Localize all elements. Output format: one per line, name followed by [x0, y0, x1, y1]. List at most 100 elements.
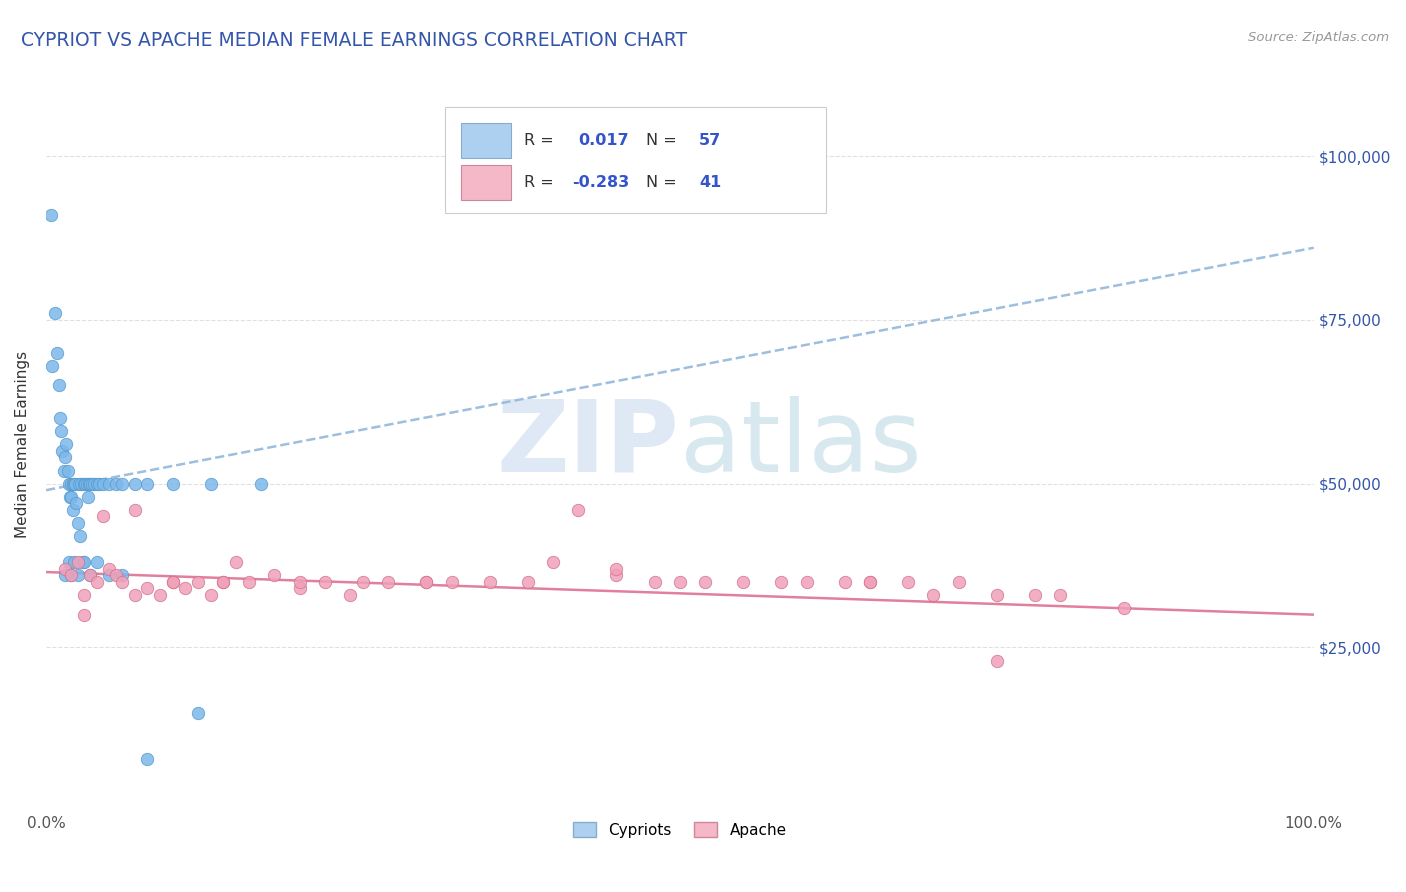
Point [149, 588, 172, 602]
Text: 57: 57 [699, 133, 721, 148]
Point [62, 476, 84, 491]
Point [73, 588, 96, 602]
FancyBboxPatch shape [446, 107, 825, 213]
Point [136, 752, 159, 766]
Point [136, 476, 159, 491]
Point [162, 476, 184, 491]
Point [859, 574, 882, 589]
Point [53, 562, 76, 576]
Point [644, 574, 666, 589]
Point [98, 568, 121, 582]
Point [225, 555, 247, 569]
Point [52, 463, 75, 477]
Point [440, 574, 463, 589]
Point [63, 476, 86, 491]
Point [314, 574, 336, 589]
Point [695, 574, 717, 589]
Text: N =: N = [645, 175, 676, 190]
Point [83, 476, 105, 491]
Point [111, 568, 134, 582]
Point [60, 568, 83, 582]
Point [73, 555, 96, 569]
Point [66, 516, 89, 530]
Text: Source: ZipAtlas.com: Source: ZipAtlas.com [1249, 31, 1389, 45]
Y-axis label: Median Female Earnings: Median Female Earnings [15, 351, 30, 538]
Point [541, 555, 564, 569]
Point [1112, 601, 1135, 615]
Point [41, 359, 63, 373]
Point [67, 476, 90, 491]
Point [79, 568, 101, 582]
Point [76, 490, 98, 504]
Point [162, 574, 184, 589]
Point [98, 476, 121, 491]
Text: R =: R = [524, 175, 554, 190]
Point [59, 490, 82, 504]
Point [136, 582, 159, 596]
Point [80, 476, 103, 491]
Point [111, 476, 134, 491]
Point [897, 574, 920, 589]
Point [75, 476, 97, 491]
Point [377, 574, 399, 589]
Point [605, 568, 627, 582]
Point [162, 574, 184, 589]
Point [98, 562, 121, 576]
Point [859, 574, 882, 589]
Point [60, 490, 83, 504]
Point [200, 476, 222, 491]
Text: ZIP: ZIP [496, 396, 681, 492]
Point [58, 476, 80, 491]
Legend: Cypriots, Apache: Cypriots, Apache [567, 816, 793, 844]
Point [415, 574, 437, 589]
Text: N =: N = [645, 133, 676, 148]
Text: -0.283: -0.283 [572, 175, 630, 190]
Point [770, 574, 793, 589]
Point [55, 437, 77, 451]
Point [86, 574, 108, 589]
Point [733, 574, 755, 589]
Point [104, 476, 127, 491]
Point [948, 574, 970, 589]
Point [48, 378, 70, 392]
Point [66, 568, 89, 582]
Point [1024, 588, 1046, 602]
Point [415, 574, 437, 589]
Point [91, 509, 114, 524]
Point [288, 582, 311, 596]
Point [669, 574, 692, 589]
Point [60, 568, 83, 582]
Point [76, 476, 98, 491]
Text: 0.017: 0.017 [578, 133, 628, 148]
Point [63, 555, 86, 569]
Point [1049, 588, 1071, 602]
Point [834, 574, 856, 589]
Point [174, 582, 197, 596]
Point [73, 607, 96, 622]
Point [73, 476, 96, 491]
Point [339, 588, 361, 602]
Point [69, 529, 91, 543]
Point [104, 568, 127, 582]
Point [53, 568, 76, 582]
Text: 41: 41 [699, 175, 721, 190]
Point [39, 208, 62, 222]
Point [44, 306, 66, 320]
Point [516, 574, 538, 589]
Point [63, 476, 86, 491]
Text: atlas: atlas [681, 396, 921, 492]
Point [200, 588, 222, 602]
Point [187, 706, 209, 720]
Point [66, 555, 89, 569]
Point [72, 555, 94, 569]
Point [124, 503, 146, 517]
Point [60, 476, 83, 491]
Point [478, 574, 501, 589]
Point [922, 588, 945, 602]
Bar [461, 123, 512, 158]
Point [46, 345, 69, 359]
Point [86, 476, 108, 491]
Point [79, 476, 101, 491]
Point [986, 588, 1008, 602]
Point [51, 443, 73, 458]
